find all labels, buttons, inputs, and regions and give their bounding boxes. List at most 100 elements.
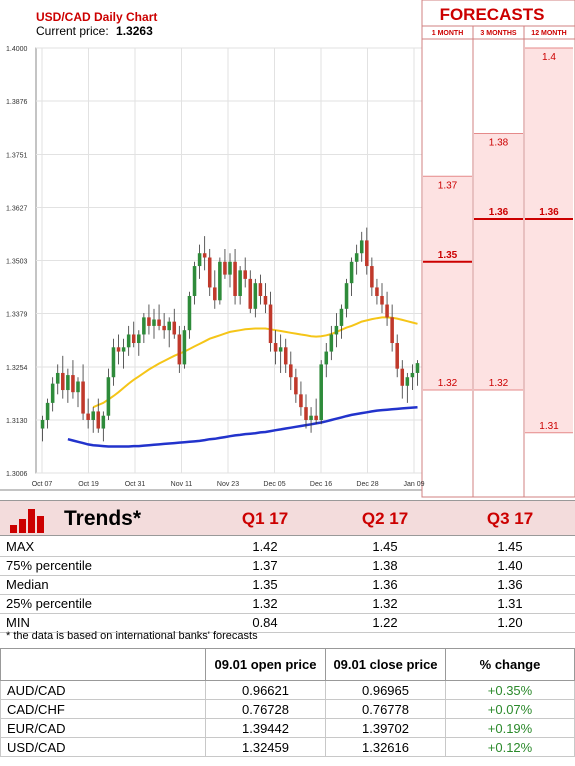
trends-cell: 1.42	[205, 537, 325, 557]
trends-cell: 1.38	[325, 556, 445, 576]
candle-up	[121, 347, 126, 352]
candle-up	[40, 419, 45, 429]
candle-up	[218, 261, 222, 301]
forecast-col-header: 1 MONTH	[432, 30, 464, 37]
prices-table: 09.01 open price 09.01 close price % cha…	[0, 648, 575, 757]
trends-note: * the data is based on international ban…	[6, 630, 258, 642]
forecast-col-header: 12 MONTH	[531, 30, 566, 37]
forecast-median-label: 1.36	[489, 207, 509, 218]
candle-down	[263, 295, 268, 305]
candle-down	[86, 413, 90, 420]
percent-change: +0.12%	[445, 737, 575, 757]
candle-up	[45, 402, 50, 420]
candle-down	[81, 381, 85, 414]
candle-up	[76, 381, 80, 393]
candle-up	[197, 253, 202, 267]
candle-up	[192, 266, 197, 296]
candle-down	[243, 270, 247, 279]
trends-row: MIN 0.84 1.22 1.20	[0, 613, 575, 633]
percent-change: +0.35%	[445, 680, 575, 700]
candle-up	[187, 295, 192, 331]
candle-down	[96, 411, 101, 429]
x-tick-label: Dec 16	[310, 481, 332, 488]
x-tick-label: Nov 11	[171, 481, 193, 488]
prices-row: EUR/CAD 1.39442 1.39702 +0.19%	[0, 718, 575, 738]
forecast-range-bar	[474, 133, 523, 391]
y-tick-label: 1.3006	[6, 471, 28, 478]
open-price: 0.96621	[205, 680, 326, 700]
candle-down	[157, 319, 161, 326]
open-price: 0.76728	[205, 699, 326, 719]
trends-col-q2: Q2 17	[361, 509, 409, 528]
trends-row-label: Median	[0, 575, 205, 595]
forecast-low-label: 1.32	[438, 378, 458, 389]
prices-row: AUD/CAD 0.96621 0.96965 +0.35%	[0, 680, 575, 700]
candle-down	[207, 257, 212, 288]
candle-down	[370, 266, 374, 288]
trends-row-label: 25% percentile	[0, 594, 205, 614]
prices-header-open: 09.01 open price	[205, 648, 326, 681]
trends-cell: 1.45	[445, 537, 575, 557]
trends-cell: 1.37	[205, 556, 325, 576]
candle-up	[106, 377, 111, 416]
trends-title: Trends*	[64, 507, 142, 530]
prices-row: CAD/CHF 0.76728 0.76778 +0.07%	[0, 699, 575, 719]
candle-down	[213, 287, 217, 301]
trends-cell: 1.32	[205, 594, 325, 614]
candle-up	[253, 283, 258, 309]
candle-down	[202, 253, 207, 258]
current-price-label: Current price:	[36, 24, 109, 38]
moving-average-fast	[92, 316, 418, 409]
forecast-high-label: 1.4	[542, 52, 556, 63]
candle-up	[405, 377, 410, 386]
forecast-range-bar	[423, 176, 472, 391]
bar-chart-icon	[10, 507, 50, 533]
y-tick-label: 1.3751	[6, 152, 28, 159]
candle-up	[309, 415, 313, 420]
trends-cell: 1.35	[205, 575, 325, 595]
pair-name: EUR/CAD	[0, 718, 206, 738]
x-tick-label: Jan 09	[403, 481, 424, 488]
candle-down	[395, 343, 399, 369]
candle-down	[147, 317, 151, 326]
candle-down	[268, 304, 273, 344]
candle-up	[66, 375, 70, 391]
trends-table: MAX 1.42 1.45 1.45 75% percentile 1.37 1.38 1.4…	[0, 537, 575, 633]
candle-down	[248, 278, 253, 309]
trends-row: Median 1.35 1.36 1.36	[0, 575, 575, 595]
candle-down	[172, 321, 177, 335]
candle-up	[334, 325, 339, 335]
percent-change: +0.19%	[445, 718, 575, 738]
candle-down	[390, 317, 394, 344]
candle-up	[182, 330, 187, 365]
y-tick-label: 1.3130	[6, 418, 28, 425]
close-price: 0.96965	[325, 680, 446, 700]
candle-down	[314, 415, 318, 420]
candle-up	[349, 261, 354, 284]
trends-cell: 1.22	[325, 613, 445, 633]
forecast-col-header: 3 MONTHS	[480, 30, 517, 37]
trends-cell: 1.40	[445, 556, 575, 576]
trends-row: MAX 1.42 1.45 1.45	[0, 537, 575, 557]
candle-down	[131, 334, 136, 344]
usdcad-chart: 1 MONTH 1.37 1.35 1.32 3 MONTHS 1.38 1.36 1.32 1…	[0, 0, 575, 498]
trends-cell: 1.31	[445, 594, 575, 614]
candle-down	[223, 261, 227, 275]
y-tick-label: 1.3254	[6, 365, 28, 372]
candle-up	[238, 270, 242, 296]
close-price: 1.39702	[325, 718, 446, 738]
candle-up	[415, 363, 420, 373]
current-price-line: Current price: 1.3263	[36, 24, 153, 38]
forecast-median-label: 1.35	[438, 250, 458, 261]
candle-down	[116, 347, 121, 352]
candle-down	[273, 343, 278, 352]
trends-cell: 0.84	[205, 613, 325, 633]
forecasts-title: FORECASTS	[440, 5, 545, 24]
pair-name: AUD/CAD	[0, 680, 206, 700]
x-tick-label: Oct 31	[125, 481, 146, 488]
candle-up	[344, 283, 349, 309]
forecast-range-bar	[525, 48, 573, 433]
trends-cell: 1.36	[445, 575, 575, 595]
current-price-value: 1.3263	[116, 24, 153, 38]
trends-cell: 1.45	[325, 537, 445, 557]
